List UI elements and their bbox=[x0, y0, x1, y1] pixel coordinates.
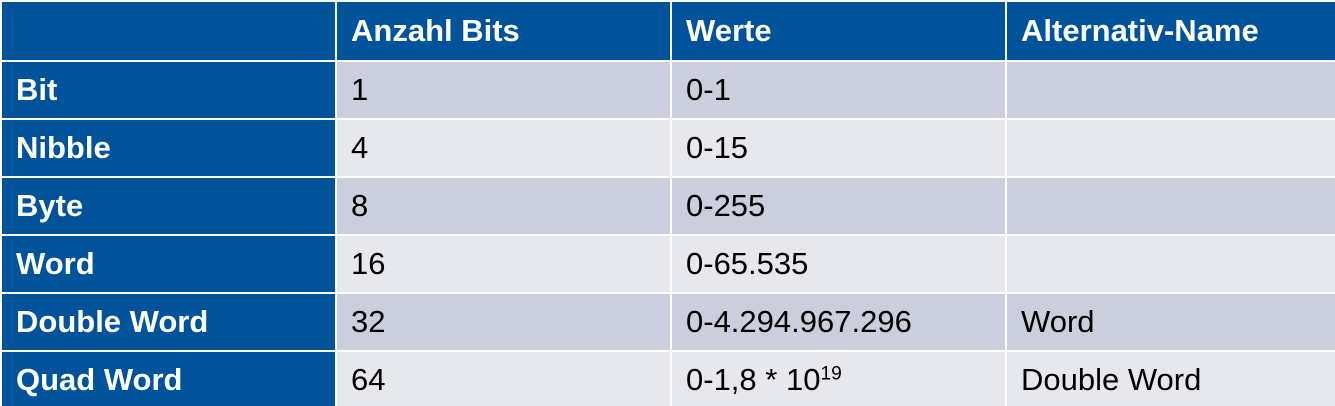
bits-cell: 1 bbox=[335, 60, 672, 120]
row-label: Word bbox=[0, 234, 337, 294]
bits-cell: 4 bbox=[335, 118, 672, 178]
header-werte: Werte bbox=[670, 0, 1007, 62]
alt-name-cell bbox=[1005, 118, 1335, 178]
bits-cell: 64 bbox=[335, 350, 672, 406]
table-row: Double Word 32 0-4.294.967.296 Word bbox=[0, 292, 1335, 352]
values-base: 0-1,8 * 10 bbox=[686, 362, 821, 397]
values-cell: 0-1 bbox=[670, 60, 1007, 120]
table-header-row: Anzahl Bits Werte Alternativ-Name bbox=[0, 0, 1335, 62]
table-row: Nibble 4 0-15 bbox=[0, 118, 1335, 178]
table-row: Word 16 0-65.535 bbox=[0, 234, 1335, 294]
bits-cell: 32 bbox=[335, 292, 672, 352]
bits-cell: 8 bbox=[335, 176, 672, 236]
header-alternativ-name: Alternativ-Name bbox=[1005, 0, 1335, 62]
table-row: Byte 8 0-255 bbox=[0, 176, 1335, 236]
values-exponent: 19 bbox=[820, 363, 842, 385]
bits-cell: 16 bbox=[335, 234, 672, 294]
alt-name-cell bbox=[1005, 176, 1335, 236]
row-label: Nibble bbox=[0, 118, 337, 178]
alt-name-cell: Double Word bbox=[1005, 350, 1335, 406]
header-corner bbox=[0, 0, 337, 62]
row-label: Quad Word bbox=[0, 350, 337, 406]
alt-name-cell bbox=[1005, 234, 1335, 294]
alt-name-cell: Word bbox=[1005, 292, 1335, 352]
values-cell: 0-255 bbox=[670, 176, 1007, 236]
row-label: Double Word bbox=[0, 292, 337, 352]
table-row: Quad Word 64 0-1,8 * 1019 Double Word bbox=[0, 350, 1335, 406]
values-cell: 0-1,8 * 1019 bbox=[670, 350, 1007, 406]
table-row: Bit 1 0-1 bbox=[0, 60, 1335, 120]
values-cell: 0-15 bbox=[670, 118, 1007, 178]
alt-name-cell bbox=[1005, 60, 1335, 120]
values-cell: 0-65.535 bbox=[670, 234, 1007, 294]
row-label: Bit bbox=[0, 60, 337, 120]
values-cell: 0-4.294.967.296 bbox=[670, 292, 1007, 352]
row-label: Byte bbox=[0, 176, 337, 236]
header-anzahl-bits: Anzahl Bits bbox=[335, 0, 672, 62]
